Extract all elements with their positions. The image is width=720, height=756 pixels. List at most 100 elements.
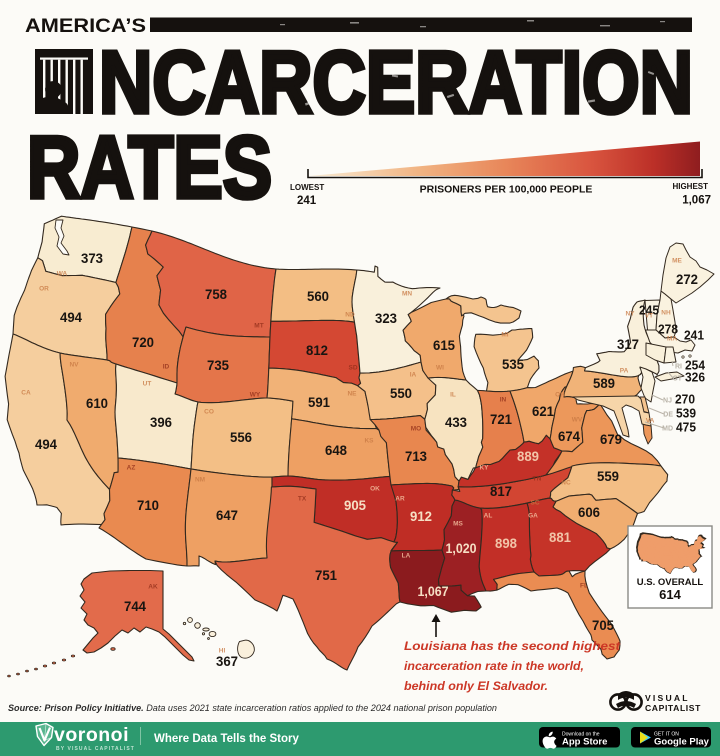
svg-text:FL: FL (580, 583, 588, 590)
svg-text:245: 245 (639, 304, 659, 318)
svg-text:NY: NY (625, 311, 635, 318)
svg-text:NM: NM (195, 477, 205, 484)
svg-text:AR: AR (395, 496, 405, 503)
svg-text:812: 812 (306, 342, 328, 358)
svg-text:721: 721 (490, 411, 512, 427)
svg-text:674: 674 (558, 428, 580, 444)
svg-text:NE: NE (347, 391, 357, 398)
svg-text:539: 539 (676, 407, 696, 421)
svg-text:679: 679 (600, 431, 622, 447)
svg-text:WA: WA (57, 271, 68, 278)
svg-text:559: 559 (597, 468, 619, 484)
svg-text:560: 560 (307, 288, 329, 304)
svg-text:494: 494 (35, 436, 57, 452)
svg-text:610: 610 (86, 395, 108, 411)
svg-text:647: 647 (216, 507, 238, 523)
svg-text:RATES: RATES (27, 118, 272, 217)
svg-text:Louisiana has the second highe: Louisiana has the second highest (404, 639, 621, 653)
svg-text:AMERICA’S: AMERICA’S (25, 16, 146, 37)
svg-text:PRISONERS PER 100,000 PEOPLE: PRISONERS PER 100,000 PEOPLE (420, 184, 593, 196)
svg-text:Google Play: Google Play (654, 737, 710, 748)
svg-text:751: 751 (315, 567, 337, 583)
svg-text:GA: GA (528, 513, 538, 520)
svg-text:Where Data Tells the Story: Where Data Tells the Story (154, 733, 299, 745)
svg-text:367: 367 (216, 653, 238, 669)
svg-text:1,067: 1,067 (418, 583, 449, 599)
svg-text:606: 606 (578, 504, 600, 520)
svg-text:396: 396 (150, 414, 172, 430)
svg-text:AZ: AZ (127, 465, 136, 472)
svg-text:App Store: App Store (562, 737, 607, 748)
svg-text:TN: TN (533, 476, 542, 483)
svg-text:615: 615 (433, 337, 455, 353)
svg-text:817: 817 (490, 483, 512, 499)
svg-text:621: 621 (532, 403, 554, 419)
svg-text:433: 433 (445, 414, 467, 430)
svg-text:VISUAL: VISUAL (645, 693, 690, 703)
svg-text:DE: DE (663, 412, 673, 419)
svg-text:MS: MS (453, 521, 463, 528)
svg-text:IA: IA (410, 372, 417, 379)
svg-text:TX: TX (298, 496, 307, 503)
svg-text:LOWEST: LOWEST (290, 183, 324, 192)
svg-text:HI: HI (219, 648, 226, 655)
svg-text:898: 898 (495, 535, 517, 551)
svg-text:1,020: 1,020 (446, 540, 477, 556)
svg-text:NJ: NJ (663, 398, 672, 405)
svg-text:CT: CT (673, 376, 683, 383)
svg-text:648: 648 (325, 442, 347, 458)
svg-text:ND: ND (345, 312, 355, 319)
svg-text:NC: NC (561, 480, 571, 487)
svg-text:705: 705 (592, 617, 614, 633)
svg-text:CO: CO (204, 409, 214, 416)
svg-text:WI: WI (436, 365, 444, 372)
svg-text:OK: OK (370, 486, 380, 493)
svg-text:373: 373 (81, 250, 103, 266)
svg-text:OH: OH (555, 392, 565, 399)
svg-text:614: 614 (659, 587, 681, 602)
svg-text:KS: KS (364, 438, 374, 445)
svg-text:550: 550 (390, 385, 412, 401)
svg-text:744: 744 (124, 598, 146, 614)
svg-text:326: 326 (685, 371, 705, 385)
svg-text:ME: ME (672, 258, 682, 265)
svg-text:IL: IL (450, 392, 456, 399)
svg-text:MA: MA (667, 336, 677, 343)
svg-text:270: 270 (675, 393, 695, 407)
svg-text:WV: WV (572, 417, 583, 424)
svg-text:889: 889 (517, 448, 539, 464)
svg-text:323: 323 (375, 310, 397, 326)
svg-text:710: 710 (137, 497, 159, 513)
svg-text:317: 317 (617, 336, 639, 352)
svg-text:758: 758 (205, 286, 227, 302)
svg-text:GET IT ON: GET IT ON (654, 732, 679, 738)
svg-text:241: 241 (684, 329, 704, 343)
svg-text:591: 591 (308, 394, 330, 410)
svg-text:MT: MT (254, 323, 263, 330)
svg-text:CA: CA (21, 390, 31, 397)
svg-text:KY: KY (479, 465, 489, 472)
svg-text:720: 720 (132, 334, 154, 350)
svg-text:HIGHEST: HIGHEST (672, 182, 708, 191)
svg-text:912: 912 (410, 508, 432, 524)
svg-text:NV: NV (69, 362, 79, 369)
svg-text:241: 241 (297, 195, 317, 207)
svg-text:MN: MN (402, 291, 412, 298)
svg-text:AL: AL (484, 513, 493, 520)
svg-text:494: 494 (60, 309, 82, 325)
svg-text:556: 556 (230, 429, 252, 445)
svg-text:voronoi: voronoi (54, 724, 129, 746)
svg-text:NH: NH (661, 310, 671, 317)
svg-text:MI: MI (501, 332, 508, 339)
svg-text:VT: VT (645, 313, 653, 320)
svg-text:278: 278 (658, 323, 678, 337)
svg-text:MO: MO (411, 426, 421, 433)
svg-text:SD: SD (348, 365, 357, 372)
svg-text:IN: IN (500, 397, 507, 404)
svg-text:RI: RI (675, 364, 682, 371)
svg-text:735: 735 (207, 357, 229, 373)
svg-text:713: 713 (405, 448, 427, 464)
svg-text:Source: Prison Policy Initiati: Source: Prison Policy Initiative. Data u… (8, 703, 497, 713)
svg-text:254: 254 (685, 359, 705, 373)
svg-text:1,067: 1,067 (682, 195, 711, 207)
